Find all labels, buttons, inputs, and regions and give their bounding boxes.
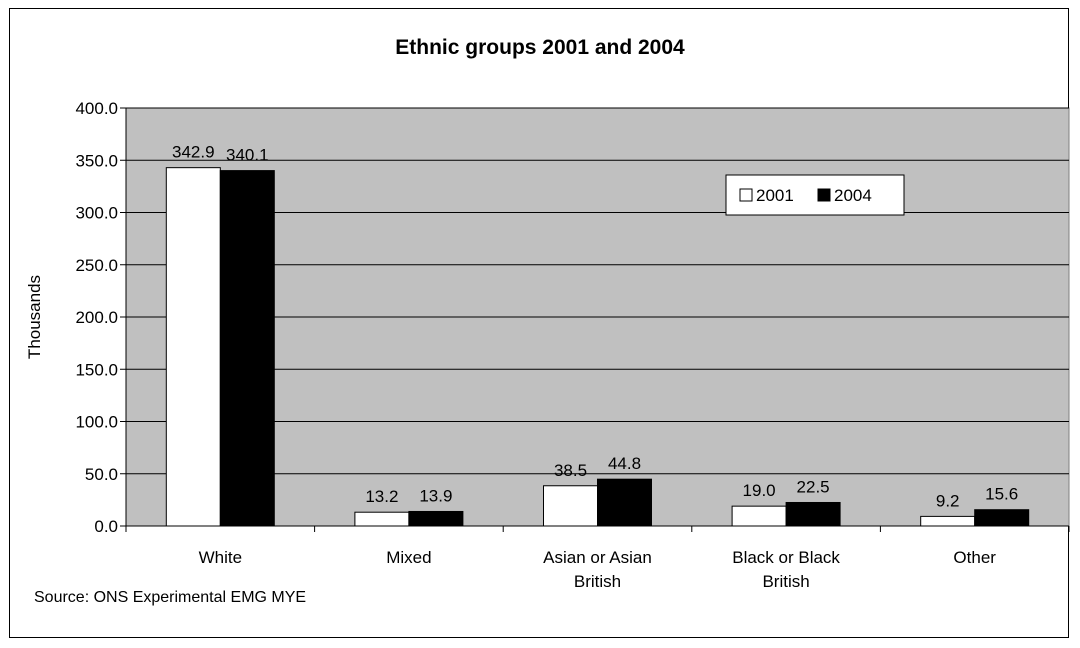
data-label: 44.8 [608, 454, 641, 473]
data-label: 15.6 [985, 485, 1018, 504]
bars [165, 167, 1030, 527]
data-labels: 342.9 340.1 13.2 13.9 38.5 44.8 19.0 22.5 9.2 15.… [172, 143, 1018, 511]
y-axis-label: Thousands [25, 275, 44, 359]
y-tick-label: 400.0 [75, 99, 118, 118]
x-tick-label: Asian or Asian British [543, 548, 652, 591]
y-tick-label: 150.0 [75, 360, 118, 379]
bar-2001 [543, 485, 598, 527]
legend: 2001 2004 [725, 174, 905, 216]
data-label: 13.2 [365, 487, 398, 506]
x-tick-label: Mixed [386, 548, 431, 567]
chart: Ethnic groups 2001 and 2004 0.0 50.0 100.0… [25, 36, 1070, 606]
source-note: Source: ONS Experimental EMG MYE [34, 589, 306, 606]
x-tick-labels: White Mixed Asian or Asian British Black or … [199, 548, 997, 591]
legend-box [725, 174, 905, 216]
bar-2001 [920, 515, 976, 527]
y-tick-labels: 0.0 50.0 100.0 150.0 200.0 250.0 300.0 350.0 400… [75, 99, 118, 536]
x-tick-label: White [199, 548, 242, 567]
data-label: 13.9 [419, 486, 452, 505]
bar-2001 [354, 511, 410, 527]
bar-2004 [597, 478, 652, 527]
y-tick-label: 50.0 [85, 465, 118, 484]
axes [120, 107, 1070, 532]
legend-swatch-2004 [817, 188, 831, 202]
x-tick-label: Black or Black British [732, 548, 840, 591]
legend-entry: 2004 [834, 186, 872, 205]
y-tick-label: 200.0 [75, 308, 118, 327]
bar-2001 [165, 167, 221, 527]
bar-2004 [219, 170, 275, 527]
y-tick-label: 250.0 [75, 256, 118, 275]
y-tick-label: 0.0 [94, 517, 118, 536]
y-tick-label: 100.0 [75, 413, 118, 432]
data-label: 342.9 [172, 143, 215, 162]
bar-2004 [408, 510, 464, 527]
data-label: 22.5 [797, 477, 830, 496]
bar-2004 [785, 501, 841, 527]
gridlines [126, 107, 1069, 475]
data-label: 9.2 [936, 491, 960, 510]
y-tick-label: 350.0 [75, 151, 118, 170]
bar-2001 [731, 505, 787, 527]
y-tick-label: 300.0 [75, 204, 118, 223]
legend-swatch-2001 [739, 188, 753, 202]
data-label: 340.1 [226, 146, 269, 165]
bar-2004 [974, 509, 1030, 527]
chart-frame: Ethnic groups 2001 and 2004 0.0 50.0 100.0… [9, 8, 1070, 638]
data-label: 38.5 [554, 461, 587, 480]
data-label: 19.0 [743, 481, 776, 500]
x-tick-label: Other [953, 548, 996, 567]
chart-title: Ethnic groups 2001 and 2004 [395, 36, 685, 59]
legend-entry: 2001 [756, 186, 794, 205]
